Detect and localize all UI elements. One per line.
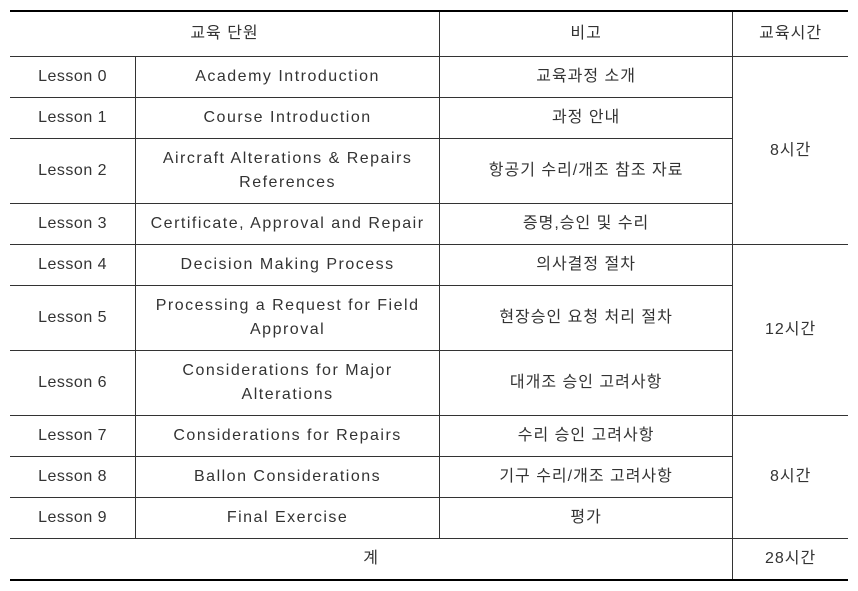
- title-cell: Course Introduction: [136, 98, 440, 139]
- total-time: 28시간: [733, 539, 848, 581]
- table-row: Lesson 6 Considerations for Major Altera…: [10, 351, 848, 416]
- table-row: Lesson 2 Aircraft Alterations & Repairs …: [10, 139, 848, 204]
- title-cell: Academy Introduction: [136, 57, 440, 98]
- table-row: Lesson 0 Academy Introduction 교육과정 소개 8시…: [10, 57, 848, 98]
- time-cell: 12시간: [733, 245, 848, 416]
- lesson-cell: Lesson 8: [10, 457, 136, 498]
- table-row: Lesson 7 Considerations for Repairs 수리 승…: [10, 416, 848, 457]
- note-cell: 수리 승인 고려사항: [439, 416, 732, 457]
- title-cell: Decision Making Process: [136, 245, 440, 286]
- curriculum-table: 교육 단원 비고 교육시간 Lesson 0 Academy Introduct…: [10, 10, 848, 581]
- lesson-cell: Lesson 1: [10, 98, 136, 139]
- table-row: Lesson 4 Decision Making Process 의사결정 절차…: [10, 245, 848, 286]
- header-unit: 교육 단원: [10, 11, 439, 57]
- title-cell: Certificate, Approval and Repair: [136, 204, 440, 245]
- title-cell: Considerations for Repairs: [136, 416, 440, 457]
- note-cell: 현장승인 요청 처리 절차: [439, 286, 732, 351]
- note-cell: 증명,승인 및 수리: [439, 204, 732, 245]
- table-footer-row: 계 28시간: [10, 539, 848, 581]
- note-cell: 평가: [439, 498, 732, 539]
- lesson-cell: Lesson 5: [10, 286, 136, 351]
- total-label: 계: [10, 539, 733, 581]
- title-cell: Considerations for Major Alterations: [136, 351, 440, 416]
- title-cell: Aircraft Alterations & Repairs Reference…: [136, 139, 440, 204]
- table-row: Lesson 9 Final Exercise 평가: [10, 498, 848, 539]
- lesson-cell: Lesson 6: [10, 351, 136, 416]
- lesson-cell: Lesson 0: [10, 57, 136, 98]
- lesson-cell: Lesson 3: [10, 204, 136, 245]
- table-row: Lesson 8 Ballon Considerations 기구 수리/개조 …: [10, 457, 848, 498]
- table-row: Lesson 1 Course Introduction 과정 안내: [10, 98, 848, 139]
- lesson-cell: Lesson 7: [10, 416, 136, 457]
- note-cell: 항공기 수리/개조 참조 자료: [439, 139, 732, 204]
- table-row: Lesson 3 Certificate, Approval and Repai…: [10, 204, 848, 245]
- note-cell: 대개조 승인 고려사항: [439, 351, 732, 416]
- note-cell: 과정 안내: [439, 98, 732, 139]
- note-cell: 기구 수리/개조 고려사항: [439, 457, 732, 498]
- time-cell: 8시간: [733, 57, 848, 245]
- header-note: 비고: [439, 11, 732, 57]
- header-time: 교육시간: [733, 11, 848, 57]
- title-cell: Ballon Considerations: [136, 457, 440, 498]
- note-cell: 의사결정 절차: [439, 245, 732, 286]
- title-cell: Processing a Request for Field Approval: [136, 286, 440, 351]
- time-cell: 8시간: [733, 416, 848, 539]
- table-header-row: 교육 단원 비고 교육시간: [10, 11, 848, 57]
- table-row: Lesson 5 Processing a Request for Field …: [10, 286, 848, 351]
- title-cell: Final Exercise: [136, 498, 440, 539]
- lesson-cell: Lesson 9: [10, 498, 136, 539]
- lesson-cell: Lesson 2: [10, 139, 136, 204]
- note-cell: 교육과정 소개: [439, 57, 732, 98]
- lesson-cell: Lesson 4: [10, 245, 136, 286]
